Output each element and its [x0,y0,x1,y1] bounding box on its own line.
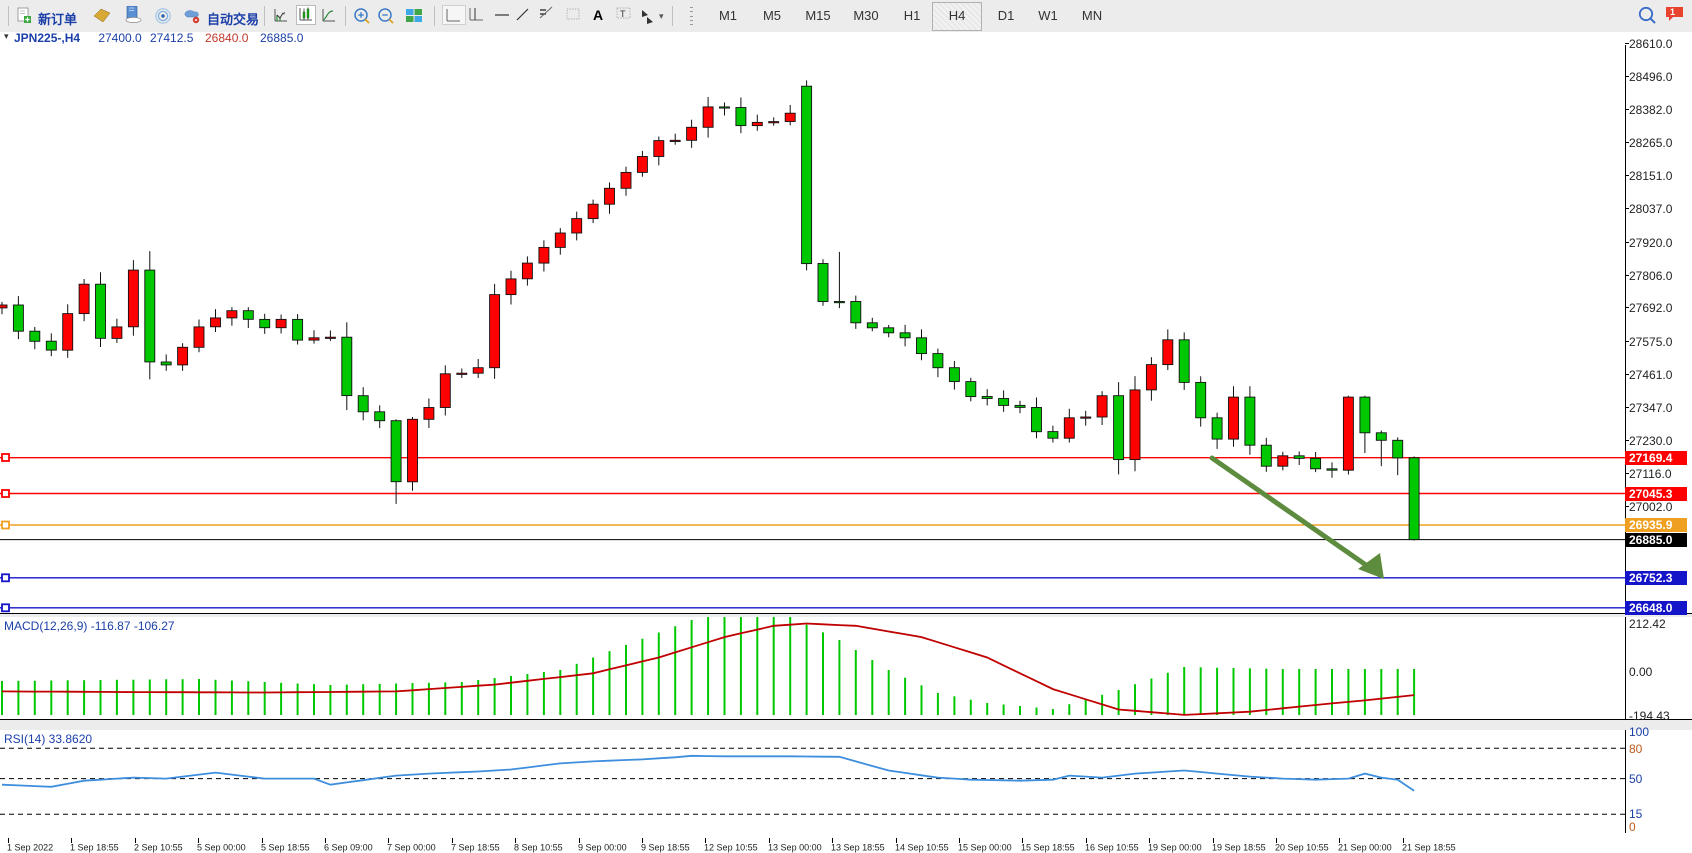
svg-text:T: T [620,9,626,19]
svg-text:1: 1 [1670,7,1675,17]
